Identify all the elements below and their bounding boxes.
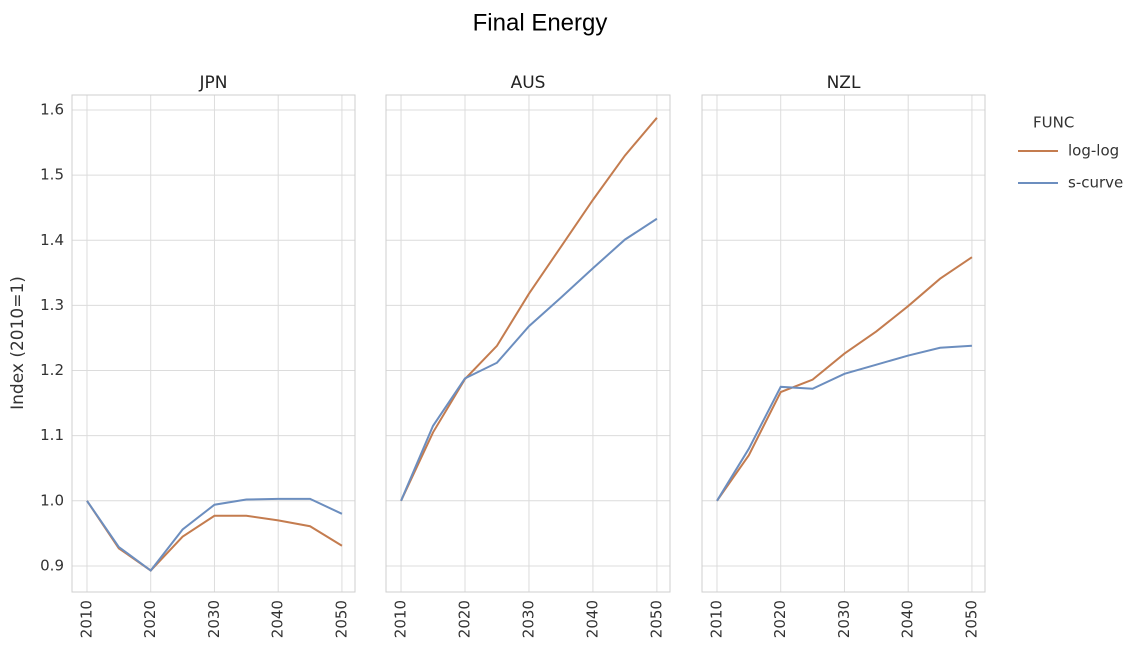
x-tick-label: 2020 [771,600,789,638]
x-tick-label: 2040 [899,600,917,638]
line-series [716,256,973,502]
x-tick-label: 2050 [332,600,350,638]
x-tick-label: 2040 [583,600,601,638]
y-axis-label: Index (2010=1) [8,276,28,410]
x-tick-label: 2010 [77,600,95,638]
x-tick-label: 2050 [962,600,980,638]
x-tick-label: 2050 [647,600,665,638]
line-series [400,217,658,502]
line-series [86,497,343,572]
y-tick-label: 0.9 [40,556,64,574]
line-series [400,117,658,502]
y-tick-label: 1.0 [40,491,64,509]
y-tick-label: 1.4 [40,231,64,249]
x-tick-label: 2010 [707,600,725,638]
figure-title: Final Energy [473,9,608,36]
legend-title: FUNC [1033,114,1074,132]
legend-label: s-curve [1068,174,1123,192]
x-tick-label: 2030 [205,600,223,638]
x-tick-label: 2040 [269,600,287,638]
y-tick-label: 1.1 [40,426,64,444]
y-tick-label: 1.2 [40,361,64,379]
panel-title: AUS [511,73,546,93]
x-tick-label: 2020 [455,600,473,638]
panel-title: NZL [827,73,861,93]
y-tick-label: 1.6 [40,100,64,118]
legend-label: log-log [1068,142,1119,160]
x-tick-label: 2030 [519,600,537,638]
panel-frame [701,94,986,593]
panel-title: JPN [199,73,228,93]
x-tick-label: 2010 [392,600,410,638]
line-series [716,344,972,502]
panel-frame [385,94,671,593]
x-tick-label: 2020 [141,600,159,638]
y-tick-label: 1.3 [40,296,64,314]
panel-frame [71,94,356,593]
y-tick-label: 1.5 [40,166,64,184]
x-tick-label: 2030 [835,600,853,638]
